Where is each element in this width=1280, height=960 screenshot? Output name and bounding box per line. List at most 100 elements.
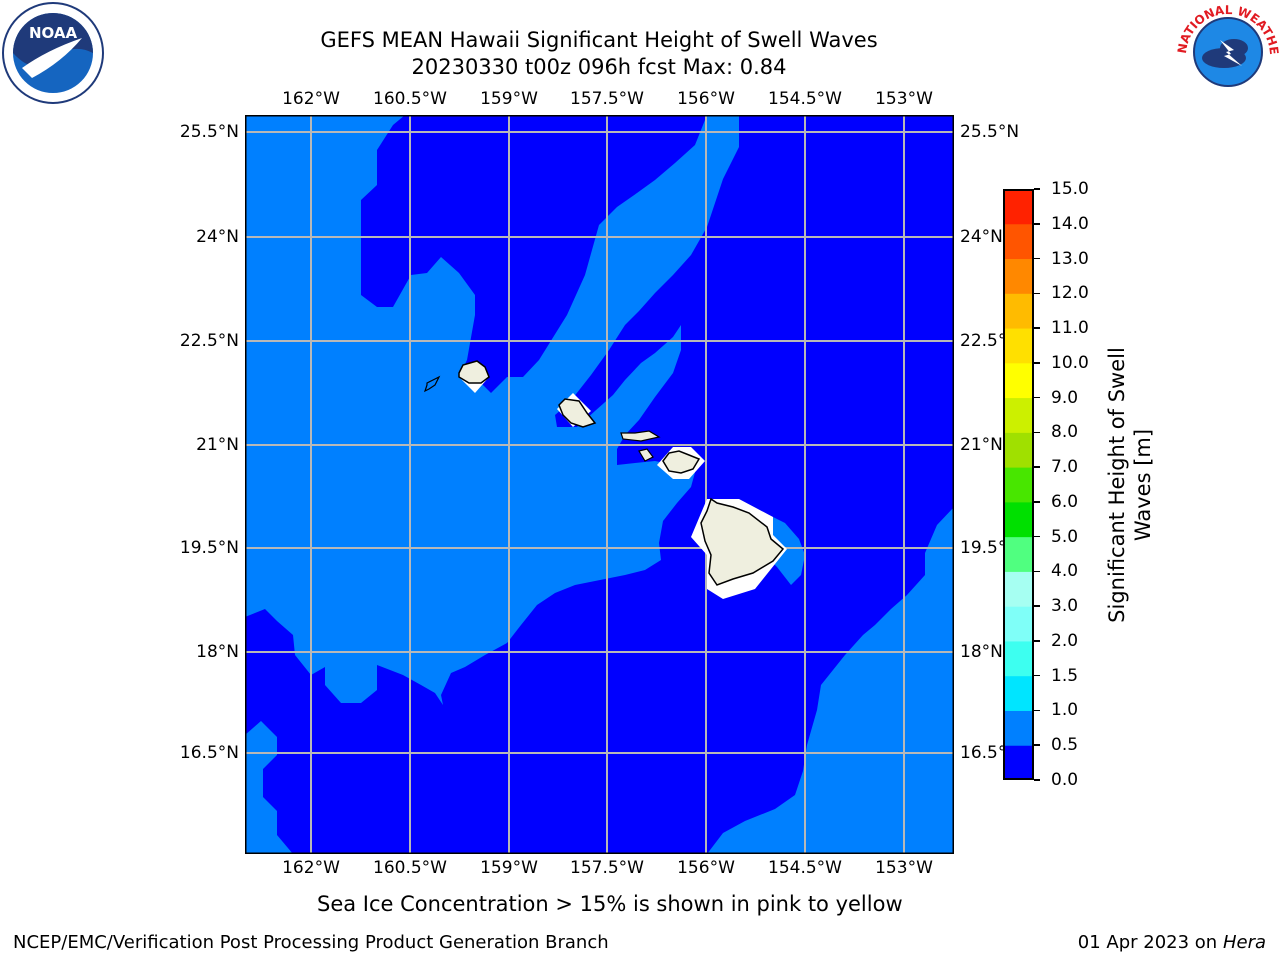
colorbar — [1003, 189, 1034, 780]
lon-tick-top: 157.5°W — [570, 89, 644, 109]
colorbar-tick-label: 1.5 — [1051, 665, 1079, 686]
colorbar-band — [1003, 571, 1034, 607]
colorbar-tick-mark — [1034, 674, 1040, 677]
lon-tick-bottom: 154.5°W — [768, 858, 842, 878]
colorbar-tick-label: 0.5 — [1051, 735, 1079, 756]
colorbar-band — [1003, 467, 1034, 503]
colorbar-label-line2: Waves [m] — [1131, 428, 1155, 542]
colorbar-tick-label: 8.0 — [1051, 422, 1079, 443]
graticule — [245, 115, 954, 854]
lon-tick-bottom: 157.5°W — [570, 858, 644, 878]
lat-tick-right: 18°N — [960, 642, 1003, 662]
lat-tick-left: 19.5°N — [179, 538, 239, 558]
colorbar-tick-mark — [1034, 188, 1040, 190]
lon-tick-bottom: 153°W — [875, 858, 933, 878]
colorbar-tick-mark — [1034, 501, 1040, 503]
lat-tick-right: 24°N — [960, 227, 1003, 247]
colorbar-tick-mark — [1034, 431, 1040, 434]
islands — [423, 360, 787, 599]
colorbar-band — [1003, 432, 1034, 468]
colorbar-tick-label: 5.0 — [1051, 526, 1079, 547]
lon-tick-top: 160.5°W — [373, 89, 447, 109]
colorbar-band — [1003, 675, 1034, 711]
lon-tick-top: 153°W — [875, 89, 933, 109]
colorbar-tick-label: 11.0 — [1051, 318, 1089, 339]
lat-tick-left: 16.5°N — [179, 743, 239, 763]
colorbar-tick-mark — [1034, 605, 1040, 607]
footer-right: 01 Apr 2023 on Hera — [1078, 932, 1266, 954]
lat-tick-left: 24°N — [196, 227, 239, 247]
map-title: GEFS MEAN Hawaii Significant Height of S… — [320, 28, 878, 52]
island-oahu — [558, 398, 597, 428]
map-canvas — [245, 115, 954, 854]
colorbar-band — [1003, 536, 1034, 572]
colorbar-tick-label: 12.0 — [1051, 283, 1089, 304]
sea-ice-note: Sea Ice Concentration > 15% is shown in … — [317, 892, 903, 916]
lat-tick-right: 25.5°N — [960, 122, 1020, 142]
colorbar-band — [1003, 362, 1034, 399]
colorbar-tick-label: 14.0 — [1051, 213, 1089, 234]
colorbar-band — [1003, 745, 1034, 780]
lat-tick-right: 21°N — [960, 435, 1003, 455]
colorbar-tick-mark — [1034, 744, 1040, 746]
colorbar-band — [1003, 223, 1034, 260]
colorbar-frame — [1003, 189, 1034, 780]
lat-tick-left: 25.5°N — [179, 122, 239, 142]
colorbar-tick-mark — [1034, 709, 1040, 712]
swell-height-map — [245, 115, 954, 854]
lon-tick-bottom: 156°W — [677, 858, 735, 878]
map-subtitle: 20230330 t00z 096h fcst Max: 0.84 — [411, 55, 787, 79]
colorbar-band — [1003, 189, 1034, 225]
island-hawaii — [700, 497, 785, 586]
colorbar-band — [1003, 501, 1034, 538]
colorbar-tick-label: 10.0 — [1051, 352, 1089, 373]
map-frame — [245, 115, 954, 854]
colorbar-tick-label: 13.0 — [1051, 248, 1089, 269]
colorbar-tick-mark — [1034, 362, 1040, 364]
colorbar-tick-label: 9.0 — [1051, 387, 1079, 408]
colorbar-tick-mark — [1034, 535, 1040, 538]
colorbar-tick-label: 6.0 — [1051, 491, 1079, 512]
colorbar-tick-mark — [1034, 327, 1040, 329]
colorbar-band — [1003, 397, 1034, 433]
colorbar-tick-label: 2.0 — [1051, 630, 1079, 651]
colorbar-tick-label: 1.0 — [1051, 700, 1079, 721]
footer-host: Hera — [1222, 932, 1266, 953]
colorbar-label-line1: Significant Height of Swell — [1105, 347, 1129, 623]
colorbar-tick-mark — [1034, 292, 1040, 295]
footer-left: NCEP/EMC/Verification Post Processing Pr… — [13, 932, 609, 953]
noaa-logo-text: NOAA — [29, 24, 78, 42]
colorbar-band — [1003, 293, 1034, 329]
island-kauai — [458, 360, 490, 384]
lon-tick-bottom: 162°W — [282, 858, 340, 878]
colorbar-tick-label: 4.0 — [1051, 561, 1079, 582]
lon-tick-top: 162°W — [282, 89, 340, 109]
colorbar-tick-mark — [1034, 257, 1040, 260]
lon-tick-top: 154.5°W — [768, 89, 842, 109]
lon-tick-bottom: 159°W — [480, 858, 538, 878]
colorbar-tick-mark — [1034, 640, 1040, 642]
colorbar-ticks: 0.0 0.5 1.0 1.5 2.0 3.0 4.0 5.0 6.0 7.0 8.0 9.0 10.0… — [1034, 179, 1104, 790]
colorbar-tick-mark — [1034, 396, 1040, 399]
colorbar-tick-mark — [1034, 570, 1040, 573]
colorbar-band — [1003, 606, 1034, 642]
colorbar-band — [1003, 328, 1034, 364]
colorbar-band — [1003, 710, 1034, 746]
footer-date: 01 Apr 2023 on — [1077, 932, 1223, 953]
lat-tick-left: 21°N — [196, 435, 239, 455]
colorbar-tick-mark — [1034, 779, 1040, 781]
swell-region-northwest — [361, 115, 707, 393]
lat-tick-left: 18°N — [196, 642, 239, 662]
colorbar-bands — [1003, 189, 1034, 780]
island-molokai — [620, 430, 661, 442]
colorbar-tick-mark — [1034, 223, 1040, 225]
colorbar-band — [1003, 640, 1034, 677]
lon-tick-top: 159°W — [480, 89, 538, 109]
nws-logo: NATIONAL WEATHER SERVICE — [1176, 0, 1280, 104]
colorbar-tick-label: 7.0 — [1051, 457, 1079, 478]
island-niihau — [423, 375, 441, 393]
colorbar-tick-label: 15.0 — [1051, 179, 1089, 199]
colorbar-tick-label: 3.0 — [1051, 596, 1079, 617]
swell-region-northeast — [245, 115, 954, 854]
lon-tick-bottom: 160.5°W — [373, 858, 447, 878]
